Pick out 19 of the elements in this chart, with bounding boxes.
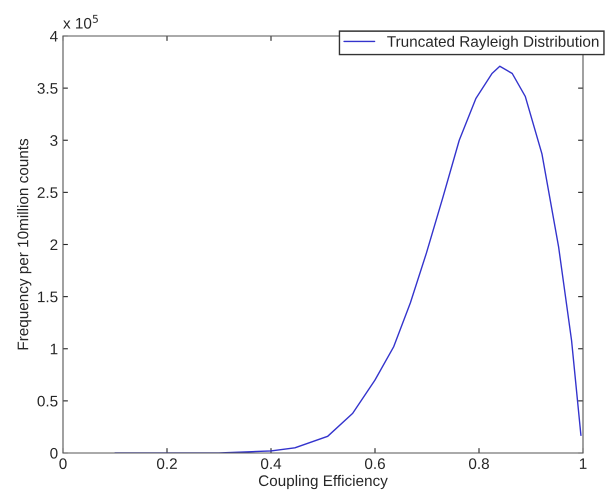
x-tick-label: 0.6: [364, 458, 385, 470]
y-tick-label: 1: [50, 344, 58, 354]
x-tick-label: 0: [59, 458, 67, 470]
y-tick-label: 1.5: [38, 292, 58, 302]
x-axis-title: Coupling Efficiency: [258, 474, 388, 490]
legend-label: Truncated Rayleigh Distribution: [387, 36, 598, 50]
x-tick-label: 0.2: [156, 458, 177, 470]
y-axis-title: Frequency per 10million counts: [17, 138, 32, 350]
x-tick-label: 0.4: [260, 458, 282, 470]
y-tick-label: 0: [50, 448, 58, 459]
y-tick-label: 3: [50, 135, 58, 146]
y-tick-label: 0.5: [38, 396, 58, 407]
y-tick-label: 2.5: [38, 187, 58, 198]
x-tick-label: 0.8: [468, 458, 489, 470]
y-tick-label: 4: [50, 31, 58, 42]
text: x 10$^{5}$: [63, 14, 98, 29]
x-tick-label: 1: [580, 458, 587, 469]
y-tick-label: 3.5: [37, 82, 58, 94]
y-tick-label: 2: [50, 239, 58, 250]
